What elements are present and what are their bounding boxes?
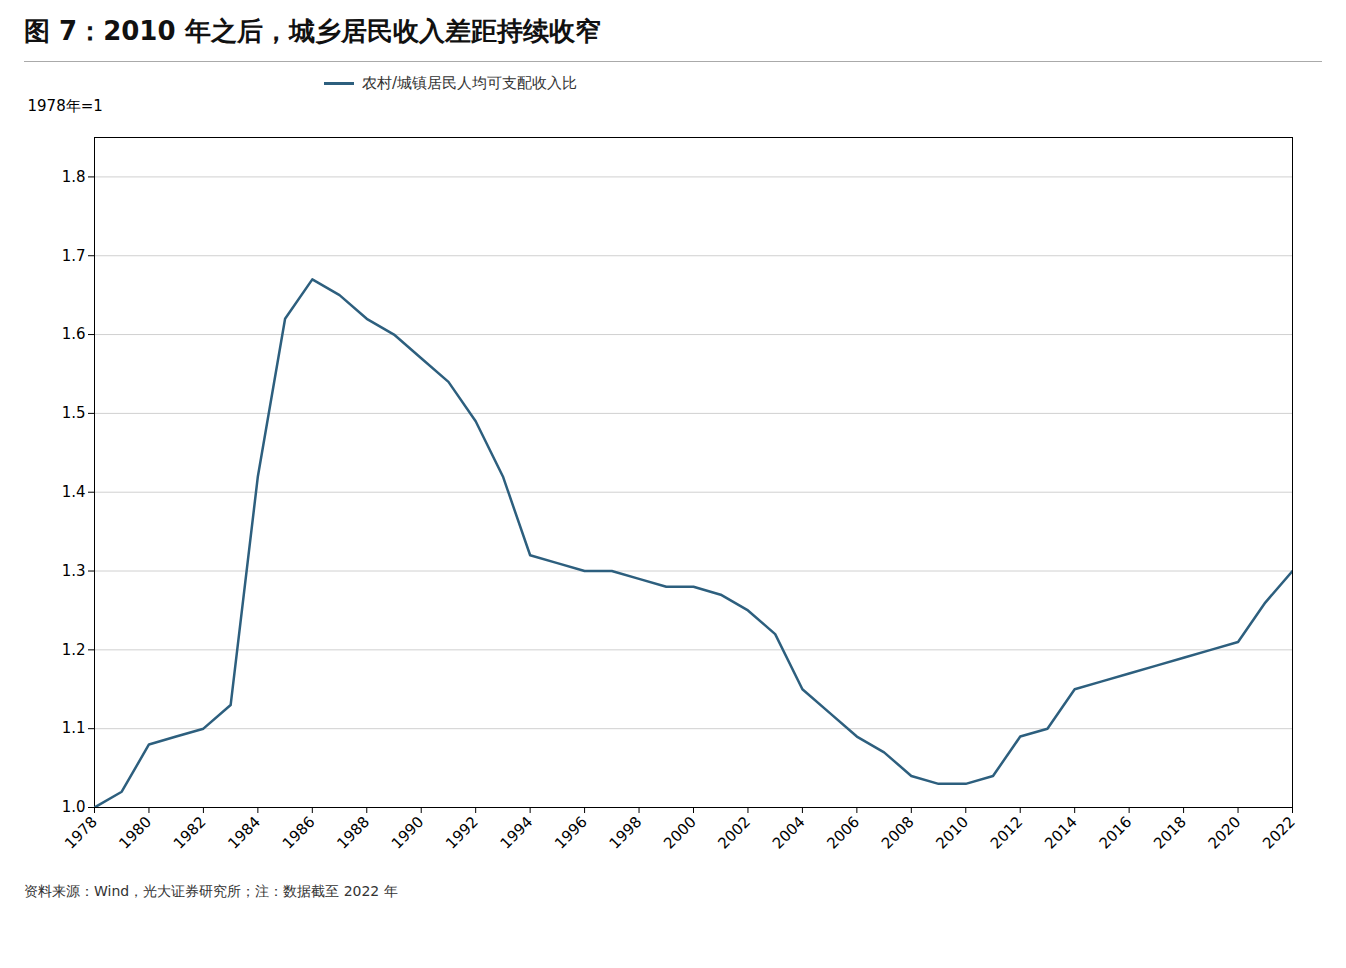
- svg-text:1.3: 1.3: [62, 562, 86, 580]
- svg-text:2016: 2016: [1096, 813, 1136, 853]
- svg-text:1988: 1988: [333, 813, 373, 853]
- svg-text:2014: 2014: [1041, 813, 1081, 853]
- svg-text:2004: 2004: [769, 813, 809, 853]
- html-text:农村/城镇居民人均可支配收入比: 农村/城镇居民人均可支配收入比: [362, 74, 578, 92]
- svg-text:2012: 2012: [987, 813, 1027, 853]
- svg-text:2020: 2020: [1205, 813, 1245, 853]
- html-text:资料来源：Wind，光大证券研究所；注：数据截至 2022: 资料来源：Wind，光大证券研究所；注：数据截至 2022 年: [24, 883, 398, 899]
- svg-text:2002: 2002: [714, 813, 754, 853]
- svg-text:1.4: 1.4: [62, 483, 86, 501]
- svg-text:2000: 2000: [660, 813, 700, 853]
- svg-text:1992: 1992: [442, 813, 482, 853]
- svg-text:1982: 1982: [170, 813, 210, 853]
- svg-text:1998: 1998: [606, 813, 646, 853]
- svg-text:2022: 2022: [1259, 813, 1299, 853]
- svg-text:1.2: 1.2: [62, 641, 86, 659]
- svg-text:1.7: 1.7: [62, 247, 86, 265]
- svg-text:1978: 1978: [61, 813, 101, 853]
- svg-text:2018: 2018: [1150, 813, 1190, 853]
- svg-text:1.6: 1.6: [62, 325, 86, 343]
- svg-text:1990: 1990: [388, 813, 428, 853]
- svg-text:2006: 2006: [823, 813, 863, 853]
- svg-text:1996: 1996: [551, 813, 591, 853]
- svg-text:1986: 1986: [279, 813, 319, 853]
- svg-text:1978年=1: 1978年=1: [28, 97, 103, 115]
- svg-text:1.8: 1.8: [62, 168, 86, 186]
- svg-text:1994: 1994: [497, 813, 537, 853]
- html-text:图 7：2010 年之后，城乡居民收入差距持续收窄: 图 7：2010 年之后，城乡居民收入差距持续收窄: [24, 16, 601, 46]
- svg-text:2010: 2010: [932, 813, 972, 853]
- svg-text:1984: 1984: [224, 813, 264, 853]
- svg-text:1980: 1980: [115, 813, 155, 853]
- svg-text:1.1: 1.1: [62, 719, 86, 737]
- svg-text:2008: 2008: [878, 813, 918, 853]
- svg-text:1.5: 1.5: [62, 404, 86, 422]
- svg-text:1.0: 1.0: [62, 798, 86, 816]
